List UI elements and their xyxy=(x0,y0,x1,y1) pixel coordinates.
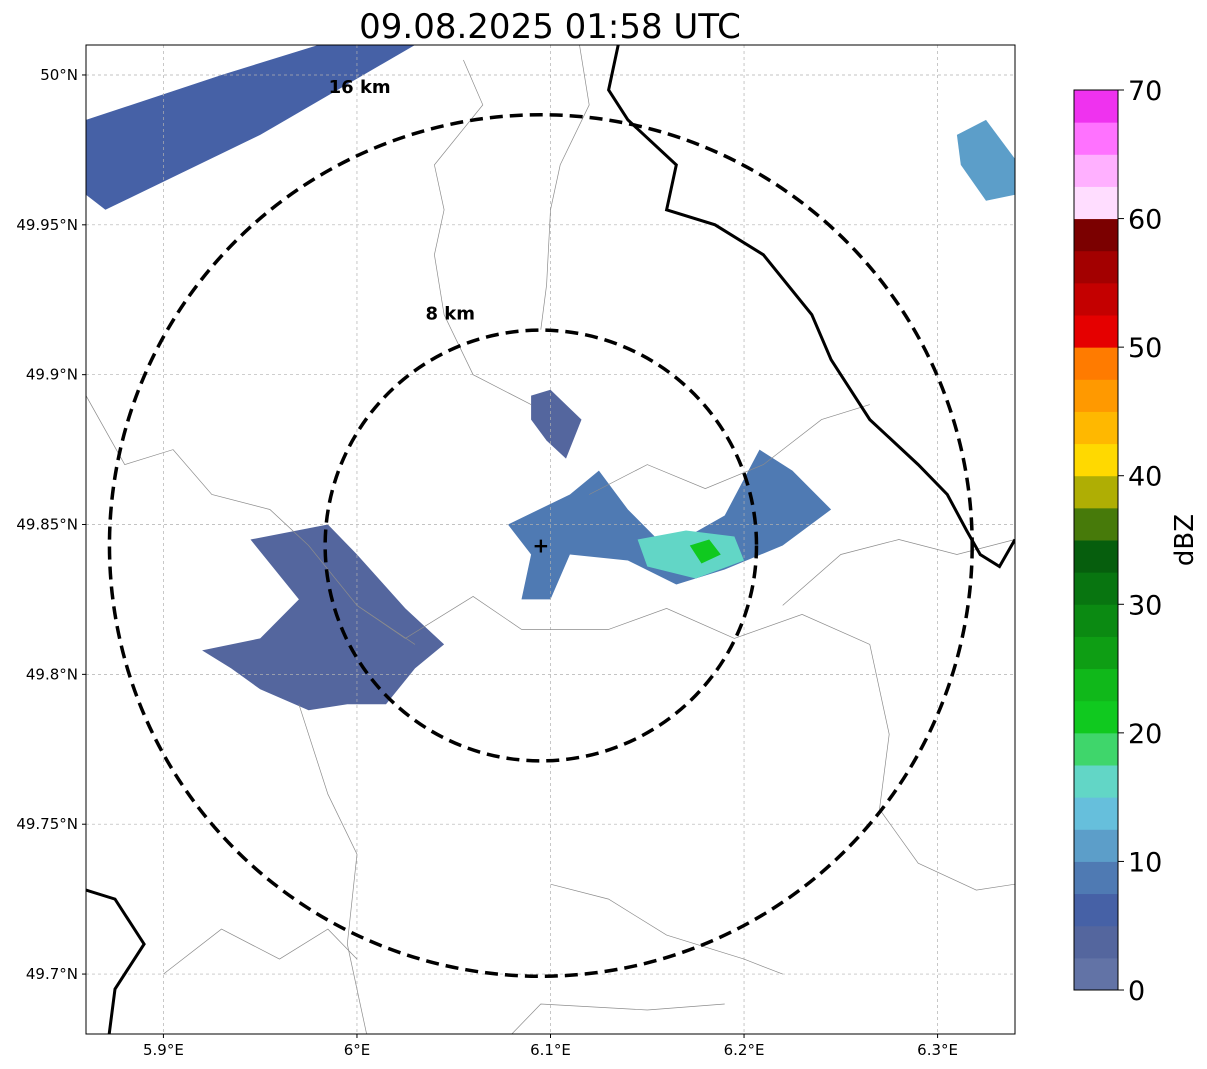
admin-line-2 xyxy=(434,59,532,405)
gridline-layer xyxy=(86,45,1015,1034)
radar-echo-central-line xyxy=(507,449,832,600)
colorbar-segment xyxy=(1074,411,1118,445)
y-tick-label: 49.8°N xyxy=(26,665,78,683)
colorbar-segment xyxy=(1074,186,1118,220)
radar-echo-central-peak xyxy=(689,539,721,564)
colorbar-segment xyxy=(1074,218,1118,252)
colorbar-tick-label: 10 xyxy=(1128,847,1162,878)
colorbar-segment xyxy=(1074,700,1118,734)
colorbar-segment xyxy=(1074,636,1118,670)
admin-line-3 xyxy=(86,395,416,645)
admin-line-6 xyxy=(298,704,367,1034)
radar-site-marker: + xyxy=(532,533,549,557)
colorbar-segment xyxy=(1074,379,1118,412)
colorbar-segment xyxy=(1074,122,1118,155)
colorbar xyxy=(1073,89,1119,991)
y-tick-label: 49.75°N xyxy=(16,815,78,833)
colorbar-segment xyxy=(1074,347,1118,380)
x-tick-label: 5.9°E xyxy=(143,1041,184,1059)
colorbar-segment xyxy=(1074,154,1118,187)
y-tick-label: 49.85°N xyxy=(16,516,78,534)
range-ring-8km xyxy=(323,328,759,763)
colorbar-segment xyxy=(1074,443,1118,477)
colorbar-ticks: 0 10 20 30 40 50 60 70 xyxy=(1118,76,1162,1007)
colorbar-segment xyxy=(1074,829,1118,862)
admin-line-8 xyxy=(550,883,783,975)
colorbar-frame xyxy=(1073,89,1119,991)
admin-line-9 xyxy=(511,1003,725,1034)
colorbar-segment xyxy=(1074,250,1118,284)
colorbar-segment xyxy=(1074,797,1118,830)
x-tick-label: 6.1°E xyxy=(530,1041,571,1059)
y-tick-label: 49.7°N xyxy=(26,965,78,983)
colorbar-tick-label: 70 xyxy=(1128,76,1162,107)
colorbar-segment xyxy=(1074,315,1118,348)
radar-echo-west-cluster xyxy=(202,524,445,711)
colorbar-segment xyxy=(1074,668,1118,702)
range-ring-layer: 8 km 16 km + xyxy=(107,77,974,978)
y-tick-label: 49.9°N xyxy=(26,366,78,384)
colorbar-segment xyxy=(1074,507,1118,541)
admin-line-4 xyxy=(356,595,870,645)
admin-line-1 xyxy=(540,45,590,330)
colorbar-tick-label: 20 xyxy=(1128,719,1162,750)
colorbar-segment xyxy=(1074,282,1118,316)
colorbar-segment xyxy=(1074,90,1118,123)
radar-echo-northeast-corner xyxy=(956,119,1015,201)
y-axis-ticks: 50°N 49.95°N 49.9°N 49.85°N 49.8°N 49.75°N 49.… xyxy=(16,66,86,983)
colorbar-tick-label: 0 xyxy=(1128,976,1145,1007)
colorbar-segment xyxy=(1074,957,1118,991)
colorbar-segment xyxy=(1074,572,1118,605)
x-axis-ticks: 5.9°E 6°E 6.1°E 6.2°E 6.3°E xyxy=(143,1034,958,1059)
x-tick-label: 6.2°E xyxy=(724,1041,765,1059)
admin-line-7 xyxy=(163,928,358,975)
colorbar-segment xyxy=(1074,765,1118,798)
colorbar-tick-label: 40 xyxy=(1128,462,1162,493)
radar-echo-north-small-cell xyxy=(531,389,582,459)
x-tick-label: 6°E xyxy=(344,1041,371,1059)
range-ring-label: 16 km xyxy=(329,77,391,98)
y-tick-label: 50°N xyxy=(40,66,78,84)
radar-echo-layer xyxy=(86,45,1015,711)
map-frame xyxy=(85,44,1016,1035)
admin-line-5 xyxy=(869,644,1015,891)
colorbar-segment xyxy=(1074,604,1118,637)
radar-echo-northwest-band xyxy=(86,45,415,210)
y-tick-label: 49.95°N xyxy=(16,216,78,234)
figure-title: 09.08.2025 01:58 UTC xyxy=(359,7,741,47)
colorbar-segment xyxy=(1074,540,1118,573)
border-southwest xyxy=(86,888,146,1034)
colorbar-tick-label: 30 xyxy=(1128,590,1162,621)
colorbar-segment xyxy=(1074,475,1118,509)
range-ring-16km xyxy=(107,112,974,978)
colorbar-segment xyxy=(1074,925,1118,959)
colorbar-tick-label: 60 xyxy=(1128,205,1162,236)
admin-line-10 xyxy=(589,404,870,495)
colorbar-tick-label: 50 xyxy=(1128,333,1162,364)
x-tick-label: 6.3°E xyxy=(917,1041,958,1059)
radar-echo-central-core xyxy=(637,530,744,579)
colorbar-segment xyxy=(1074,732,1118,766)
colorbar-label: dBZ xyxy=(1170,514,1200,566)
range-ring-label: 8 km xyxy=(425,303,475,324)
colorbar-segment xyxy=(1074,893,1118,927)
colorbar-segment xyxy=(1074,861,1118,895)
